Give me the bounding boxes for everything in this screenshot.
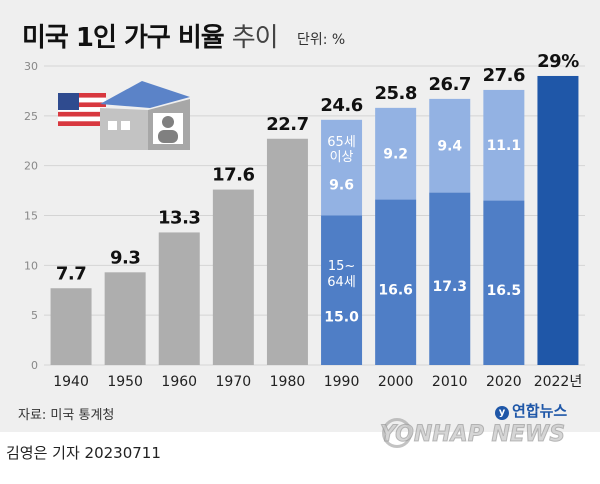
bar-total-label: 9.3	[110, 247, 140, 268]
bar-segment-15-64	[429, 192, 471, 365]
x-tick-label: 1970	[216, 374, 252, 390]
title-main: 미국 1인 가구 비율	[22, 23, 225, 53]
bar-total-label: 26.7	[429, 74, 471, 95]
age-annotation: 15~	[328, 259, 355, 274]
flag-stripe	[58, 107, 106, 112]
house-roof-icon	[100, 81, 190, 108]
x-tick-label: 2010	[432, 374, 468, 390]
y-tick-label: 0	[31, 359, 38, 372]
bar	[104, 272, 146, 365]
segment-value-label: 11.1	[487, 138, 522, 154]
y-tick-label: 15	[24, 210, 38, 223]
bar	[212, 189, 254, 365]
bar-segment-65-plus	[483, 89, 525, 201]
age-annotation: 이상	[330, 150, 354, 165]
bar-total-label: 25.8	[374, 83, 416, 104]
bar-segment-15-64	[483, 200, 525, 365]
y-tick-label: 5	[31, 309, 38, 322]
watermark: YONHAP NEWS	[379, 422, 566, 448]
bar	[158, 232, 200, 365]
house-window-icon	[121, 121, 130, 130]
y-tick-label: 10	[24, 259, 38, 272]
bar-total-label: 27.6	[483, 65, 525, 86]
brand-logo: y 연합뉴스	[495, 400, 567, 421]
segment-value-label: 16.6	[378, 282, 413, 298]
bar-total-label: 7.7	[56, 263, 86, 284]
x-tick-label: 2000	[378, 374, 414, 390]
flag-stripe	[58, 111, 106, 117]
flag-stripe	[58, 93, 106, 98]
bar-total-label: 24.6	[320, 95, 362, 116]
segment-value-label: 16.5	[487, 283, 522, 299]
y-tick-label: 20	[24, 160, 38, 173]
bar-segment-15-64	[321, 215, 363, 365]
bar	[537, 75, 579, 365]
source-note: 자료: 미국 통계청	[18, 408, 115, 423]
x-tick-label: 1960	[161, 374, 197, 390]
brand-name: 연합뉴스	[512, 402, 568, 420]
watermark-icon	[382, 418, 412, 448]
age-annotation: 65세	[327, 135, 356, 150]
flag-stripe	[58, 121, 106, 126]
title-suffix: 추이	[231, 23, 279, 53]
bar-segment-15-64	[375, 199, 417, 365]
segment-value-label: 15.0	[324, 309, 359, 325]
person-icon	[162, 116, 174, 128]
x-tick-label: 1950	[107, 374, 143, 390]
byline: 김영은 기자 20230711	[6, 444, 161, 462]
flag-canton	[58, 93, 79, 110]
segment-value-label: 9.6	[329, 178, 354, 194]
bar-segment-65-plus	[429, 98, 471, 193]
bar-total-label: 17.6	[212, 165, 254, 186]
bar-total-label: 29%	[537, 51, 579, 72]
x-tick-label: 2022년	[534, 374, 583, 390]
x-tick-label: 2020	[486, 374, 522, 390]
bar	[50, 288, 92, 365]
segment-value-label: 17.3	[432, 279, 467, 295]
person-icon	[158, 130, 178, 143]
unit-label: 단위: %	[297, 32, 346, 48]
bar	[266, 138, 308, 365]
flag-stripe	[58, 116, 106, 122]
flag-stripe	[58, 97, 106, 103]
bar-chart: 0 5 10 15 20 25 30 7.7 1940 9.3 1950 13.3 1960 17.6 19…	[24, 51, 585, 390]
y-tick-label: 30	[24, 60, 38, 73]
y-tick-label: 25	[24, 110, 38, 123]
chart-title: 미국 1인 가구 비율 추이	[22, 17, 279, 54]
x-tick-label: 1990	[324, 374, 360, 390]
flag-stripe	[58, 102, 106, 108]
segment-value-label: 9.2	[383, 147, 408, 163]
x-tick-label: 1940	[53, 374, 89, 390]
bar-segment-65-plus	[375, 107, 417, 200]
brand-icon: y	[495, 406, 509, 420]
age-annotation: 64세	[327, 275, 356, 290]
bar-total-label: 22.7	[266, 114, 308, 135]
bar-total-label: 13.3	[158, 207, 200, 228]
bar-segment-65-plus	[321, 119, 363, 216]
x-tick-label: 1980	[270, 374, 306, 390]
segment-value-label: 9.4	[437, 139, 462, 155]
house-window-icon	[108, 121, 117, 130]
